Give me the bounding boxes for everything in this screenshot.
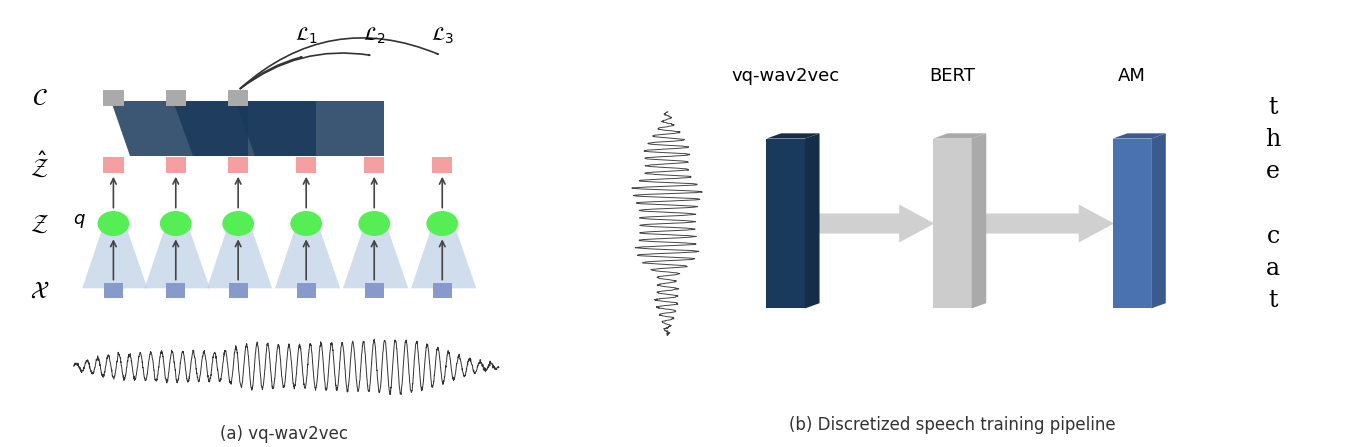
Polygon shape [144, 226, 209, 288]
Polygon shape [972, 133, 987, 308]
Text: $\mathcal{L}_2$: $\mathcal{L}_2$ [363, 25, 386, 46]
Circle shape [427, 211, 458, 236]
Polygon shape [933, 133, 987, 139]
Text: $\mathcal{L}_1$: $\mathcal{L}_1$ [294, 25, 317, 46]
Polygon shape [275, 226, 340, 288]
Text: (b) Discretized speech training pipeline: (b) Discretized speech training pipeline [790, 416, 1115, 434]
FancyBboxPatch shape [364, 283, 383, 298]
FancyBboxPatch shape [103, 157, 124, 173]
Polygon shape [343, 226, 408, 288]
Text: $\mathcal{Z}$: $\mathcal{Z}$ [30, 211, 49, 236]
Polygon shape [933, 139, 972, 308]
Polygon shape [810, 205, 934, 242]
Polygon shape [767, 133, 819, 139]
FancyBboxPatch shape [104, 283, 123, 298]
Text: vq-wav2vec: vq-wav2vec [732, 67, 840, 85]
FancyBboxPatch shape [228, 157, 248, 173]
Circle shape [159, 211, 192, 236]
Text: t: t [1268, 289, 1278, 312]
Circle shape [358, 211, 390, 236]
Text: AM: AM [1118, 67, 1146, 85]
Text: $q$: $q$ [73, 212, 86, 230]
Text: h: h [1265, 128, 1281, 151]
Polygon shape [1152, 133, 1166, 308]
Polygon shape [235, 101, 385, 156]
FancyBboxPatch shape [103, 90, 124, 106]
Text: $\hat{\mathcal{Z}}$: $\hat{\mathcal{Z}}$ [30, 151, 49, 180]
FancyArrowPatch shape [240, 57, 301, 89]
Text: $\mathcal{X}$: $\mathcal{X}$ [30, 278, 50, 303]
FancyArrowPatch shape [240, 53, 370, 89]
Text: a: a [1266, 257, 1280, 280]
Polygon shape [1112, 139, 1152, 308]
Circle shape [223, 211, 254, 236]
Polygon shape [82, 226, 147, 288]
Polygon shape [111, 101, 248, 156]
Polygon shape [410, 226, 477, 288]
Polygon shape [977, 205, 1114, 242]
FancyBboxPatch shape [432, 157, 452, 173]
Polygon shape [1112, 133, 1166, 139]
FancyBboxPatch shape [166, 157, 186, 173]
FancyBboxPatch shape [297, 283, 316, 298]
Circle shape [290, 211, 323, 236]
FancyBboxPatch shape [228, 90, 248, 106]
Circle shape [97, 211, 130, 236]
Text: t: t [1268, 96, 1278, 119]
Text: $\mathcal{L}_3$: $\mathcal{L}_3$ [431, 25, 454, 46]
Text: c: c [1266, 224, 1280, 248]
Polygon shape [767, 139, 805, 308]
Text: $\mathcal{C}$: $\mathcal{C}$ [32, 86, 47, 110]
Text: e: e [1266, 160, 1280, 183]
Polygon shape [173, 101, 316, 156]
Text: (a) vq-wav2vec: (a) vq-wav2vec [220, 425, 347, 443]
FancyBboxPatch shape [296, 157, 316, 173]
FancyBboxPatch shape [228, 283, 248, 298]
Polygon shape [805, 133, 819, 308]
FancyBboxPatch shape [432, 283, 452, 298]
Polygon shape [207, 226, 273, 288]
Text: BERT: BERT [930, 67, 975, 85]
FancyBboxPatch shape [364, 157, 385, 173]
FancyArrowPatch shape [240, 38, 437, 89]
FancyBboxPatch shape [166, 283, 185, 298]
FancyBboxPatch shape [166, 90, 186, 106]
